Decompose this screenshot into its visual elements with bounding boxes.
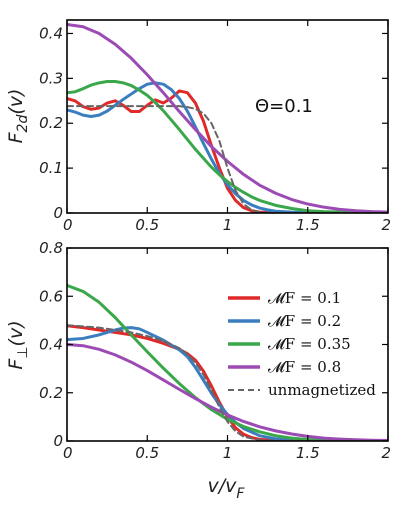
- x-tick-label: 0.5: [135, 444, 159, 462]
- bottom-panel-curves: [67, 283, 388, 441]
- series-line-4: [67, 22, 388, 213]
- bottom-y-label-sub: ⊥: [15, 346, 31, 358]
- bottom-y-label-arg: (v): [5, 320, 27, 346]
- y-tick-label: 0: [53, 432, 63, 450]
- legend-label: 𝓜F = 0.1: [268, 289, 341, 307]
- y-tick-label: 0.2: [39, 384, 63, 402]
- series-line-2: [67, 326, 388, 441]
- x-tick-label: 1.5: [296, 444, 320, 462]
- y-tick-label: 0: [53, 204, 63, 222]
- x-tick-label: 1: [223, 444, 233, 462]
- theta-annotation: Θ=0.1: [255, 96, 313, 117]
- top-panel-y-axis-label: F2d(v): [5, 89, 31, 144]
- legend-label: 𝓜F = 0.8: [268, 358, 341, 376]
- y-tick-label: 0.8: [39, 239, 63, 257]
- series-line-2: [67, 81, 388, 213]
- legend: 𝓜F = 0.1 𝓜F = 0.2 𝓜F = 0.35 𝓜F = 0.8 unmagne…: [228, 289, 376, 399]
- y-tick-label: 0.1: [39, 159, 63, 177]
- x-tick-label: 0.5: [135, 216, 159, 234]
- x-tick-label: 2: [381, 216, 391, 234]
- series-line-3: [67, 79, 388, 213]
- top-panel: 0 0.5 1 1.5 2 0 0.1 0.2 0.3 0.4 F2d(v) Θ=0.1: [5, 19, 391, 234]
- top-panel-ticks: 0 0.5 1 1.5 2 0 0.1 0.2 0.3 0.4: [39, 20, 391, 234]
- y-tick-label: 0.4: [39, 24, 63, 42]
- top-y-label-arg: (v): [5, 89, 27, 115]
- series-line-4: [67, 343, 388, 441]
- legend-label: 𝓜F = 0.35: [268, 335, 351, 353]
- x-label-sub: F: [236, 486, 245, 502]
- svg-text:F⊥(v): F⊥(v): [5, 320, 31, 369]
- x-tick-label: 2: [381, 444, 391, 462]
- top-y-label-sub: 2d: [15, 115, 31, 133]
- y-tick-label: 0.2: [39, 114, 63, 132]
- y-tick-label: 0.6: [39, 287, 63, 305]
- bottom-panel-y-axis-label: F⊥(v): [5, 320, 31, 369]
- top-panel-curves: [67, 22, 388, 213]
- legend-label: unmagnetized: [268, 381, 376, 399]
- y-tick-label: 0.3: [39, 69, 63, 87]
- bottom-panel: 0 0.5 1 1.5 200.20.40.60.8 F⊥(v) 𝓜F = 0.1𝓜F …: [5, 239, 391, 502]
- series-line-5: [67, 105, 388, 213]
- x-tick-label: 0: [63, 444, 73, 462]
- x-tick-label: 0: [63, 216, 73, 234]
- series-line-1: [67, 89, 388, 213]
- x-tick-label: 1.5: [296, 216, 320, 234]
- svg-text:F2d(v): F2d(v): [5, 89, 31, 144]
- x-tick-label: 1: [223, 216, 233, 234]
- series-line-5: [67, 324, 388, 441]
- x-label-main: v/v: [208, 475, 238, 497]
- y-tick-label: 0.4: [39, 336, 63, 354]
- bottom-panel-ticks: 0 0.5 1 1.5 2 0 0.2 0.4 0.6 0.8: [39, 239, 391, 462]
- top-y-label-main: F: [5, 131, 27, 143]
- legend-label: 𝓜F = 0.2: [268, 312, 341, 330]
- x-axis-label: v/vF: [208, 475, 246, 502]
- bottom-y-label-main: F: [5, 358, 27, 370]
